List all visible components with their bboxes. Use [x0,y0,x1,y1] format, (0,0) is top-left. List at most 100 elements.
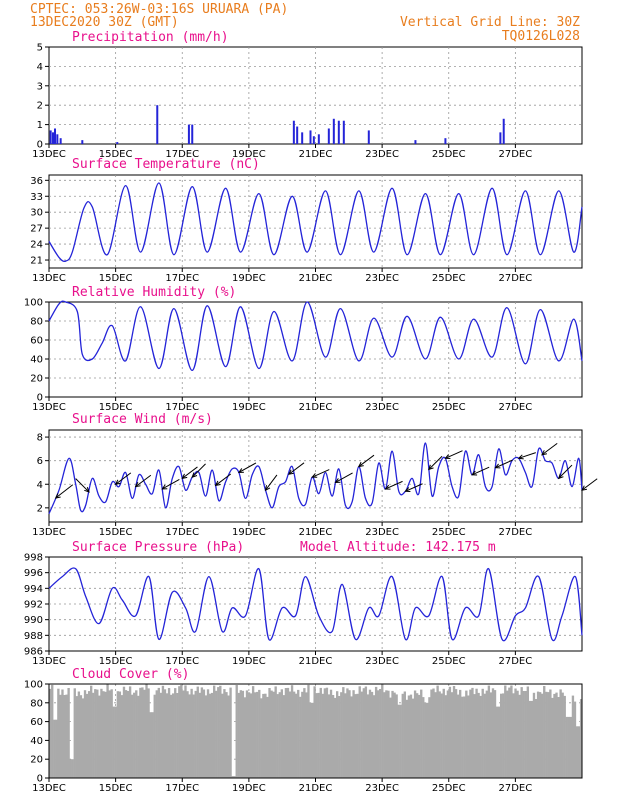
cloud-bar [110,689,113,778]
x-tick-label: 15DEC [99,783,133,794]
wind-arrow [427,455,443,471]
series-line [48,300,583,372]
y-tick-label: 20 [30,755,43,766]
cloud-bar [143,689,146,778]
x-tick-label: 15DEC [99,527,133,538]
wind-arrow-head [114,479,121,485]
y-tick-label: 6 [37,456,43,467]
wind-arrow-head [357,461,364,468]
precip-bar [116,142,119,144]
cloud-bar [395,694,398,778]
cloud-bar [81,698,85,778]
cloud-bar [473,694,476,778]
x-tick-label: 17DEC [165,402,199,413]
cloud-bar [481,688,484,778]
x-tick-label: 25DEC [432,149,466,160]
cloud-bar [276,694,279,778]
cloud-bar [446,690,450,778]
wind-arrow-head [311,473,318,478]
x-tick-label: 15DEC [99,273,133,284]
cloud-bar [118,691,122,778]
wind-arrow-head [237,468,244,474]
cloud-bar [374,686,378,778]
cloud-bar [557,697,560,778]
cloud-bar [467,695,470,778]
wind-arrow [357,454,375,468]
precip-bar [292,120,295,144]
plot-frame [48,46,583,145]
y-tick-label: 2 [37,503,43,514]
wind-arrow [191,463,206,479]
cloud-bar [536,691,540,778]
series-line [48,182,583,263]
cloud-bar [313,686,316,778]
cloud-bar [71,759,74,778]
wind-arrow-shaft [135,474,152,488]
precip-bar [367,130,370,144]
cloud-bar [284,688,288,778]
cloud-bar [167,688,171,778]
cloud-bar [495,706,499,778]
cloud-bar [190,688,193,778]
y-tick-label: 988 [24,631,43,642]
cloud-bar [321,693,324,778]
wind-arrow-shaft [581,478,598,491]
cloud-bar [428,697,431,778]
wind-arrow [384,480,403,490]
cloud-bar [372,695,376,778]
cloud-bar [245,690,249,778]
y-tick-label: 3 [37,81,43,92]
cloud-bar [297,689,300,778]
cloud-bar [510,685,513,778]
y-tick-label: 4 [37,62,43,73]
cloud-bar [155,690,158,778]
cloud-bar [327,694,331,778]
cloud-bar [385,690,388,778]
wind-arrow [471,466,490,476]
cloud-bar [299,696,302,778]
x-tick-label: 27DEC [499,783,533,794]
cloud-bar [61,689,64,778]
cloud-bar [360,691,363,778]
cloud-bar [153,694,156,778]
cloud-bar [305,692,308,778]
precip-bar [59,138,62,144]
cloud-bar [233,776,236,778]
x-tick-label: 17DEC [165,656,199,667]
wind-arrow-head [581,485,588,491]
cloud-bar [266,696,269,778]
y-tick-label: 40 [30,355,43,366]
cloud-bar [186,691,189,778]
cloud-bar [504,685,507,778]
cloud-bar [92,692,95,778]
cloud-bar [178,686,181,778]
cloud-bar [286,687,290,778]
cloud-bar [96,689,99,778]
cloud-bar [422,697,425,778]
cloud-bar [124,690,128,778]
cloud-bar [502,693,505,778]
cloud-bar [333,697,337,778]
cloud-bar [420,689,423,778]
cloud-bar [169,694,173,778]
header: CPTEC: 053:26W-03:16S URUARA (PA) 13DEC2… [30,2,580,44]
y-tick-label: 33 [30,192,43,203]
x-tick-label: 23DEC [365,527,399,538]
cloud-bar [551,697,554,778]
cloud-bar [116,691,119,778]
wind-arrow-head [334,478,341,484]
cloud-bar [377,690,380,778]
x-tick-label: 21DEC [299,656,333,667]
cloud-bar [567,716,570,778]
cloud-bar [237,692,240,778]
cloud-bar [383,692,386,778]
cloud-bar [452,686,456,778]
cloud-bar [424,702,427,778]
y-tick-label: 990 [24,615,43,626]
cloud-bar [67,688,70,778]
cloud-bar [469,689,472,778]
wind-arrow [237,462,257,474]
wind-arrow-shaft [518,452,536,459]
x-tick-label: 21DEC [299,402,333,413]
